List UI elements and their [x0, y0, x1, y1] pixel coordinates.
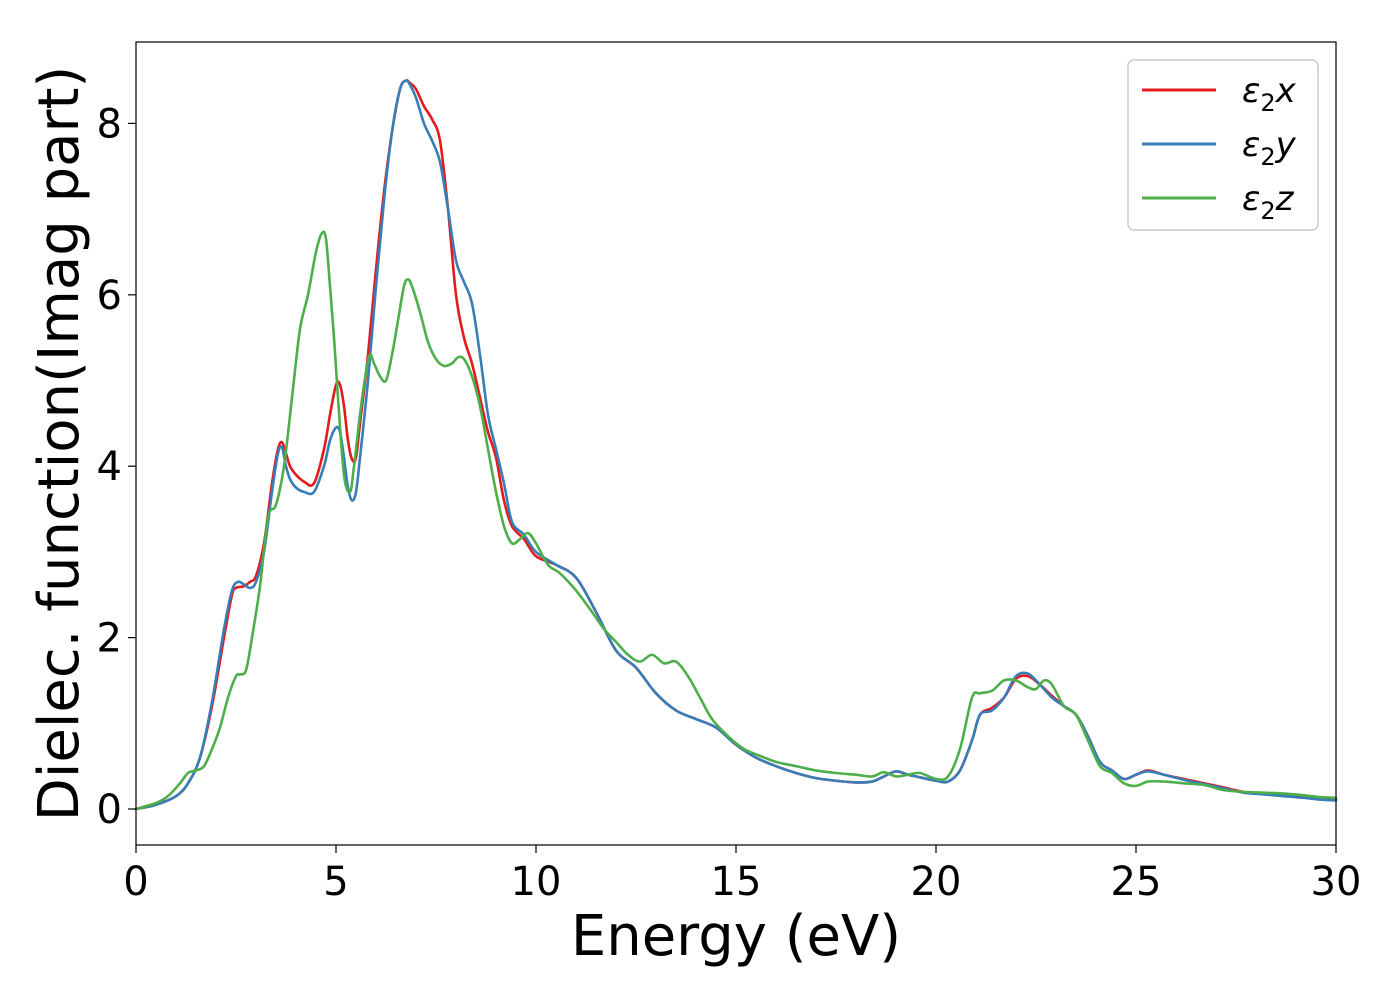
x-tick-label: 15	[711, 859, 762, 905]
series-layer	[134, 79, 1338, 811]
y-tick-label: 6	[97, 273, 122, 319]
y-tick-label: 0	[97, 787, 122, 833]
legend-entry-z: ε2z	[1142, 179, 1295, 225]
legend-label: ε2z	[1242, 179, 1295, 225]
x-tick-label: 10	[511, 859, 562, 905]
legend: ε2x ε2y ε2z	[1127, 59, 1319, 231]
legend-entry-y: ε2y	[1142, 125, 1297, 171]
ticks-layer: 0 5 10 15 20 25 30 0 2 4 6 8	[97, 101, 1362, 905]
series-line-z	[134, 230, 1338, 811]
x-tick-label: 5	[323, 859, 348, 905]
legend-entry-x: ε2x	[1142, 71, 1297, 117]
x-tick-label: 30	[1311, 859, 1362, 905]
y-tick-label: 2	[97, 616, 122, 662]
legend-label: ε2x	[1242, 71, 1297, 117]
y-axis-title: Dielec. function(Imag part)	[27, 66, 92, 822]
y-tick-label: 8	[97, 101, 122, 147]
x-axis-title: Energy (eV)	[571, 904, 901, 969]
legend-label: ε2y	[1242, 125, 1297, 171]
x-tick-label: 20	[911, 859, 962, 905]
y-tick-label: 4	[97, 444, 122, 490]
x-tick-label: 25	[1111, 859, 1162, 905]
x-tick-label: 0	[123, 859, 148, 905]
legend-box	[1127, 59, 1319, 231]
